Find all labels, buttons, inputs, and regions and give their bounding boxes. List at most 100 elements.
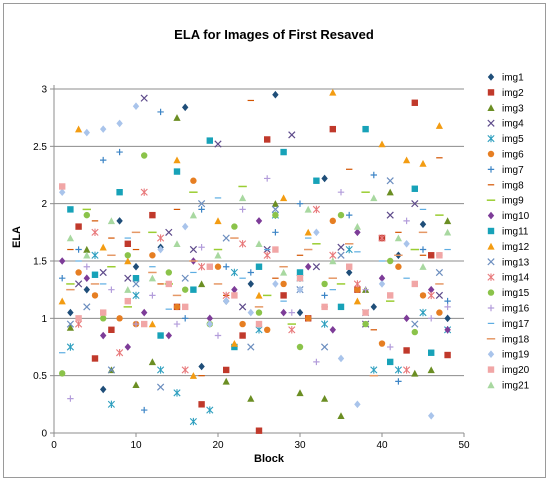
data-point-img19 xyxy=(403,240,410,248)
data-point-img11 xyxy=(132,275,140,282)
data-point-img14 xyxy=(198,263,206,271)
data-point-img10 xyxy=(305,262,312,271)
data-point-img12 xyxy=(148,320,156,328)
data-point-img15 xyxy=(255,309,263,316)
legend-marker xyxy=(487,381,495,389)
data-point-img19 xyxy=(337,354,345,363)
data-point-img19 xyxy=(83,128,90,137)
series-img18 xyxy=(66,231,444,377)
data-point-img3 xyxy=(247,395,255,402)
y-tick-label: 3 xyxy=(41,85,47,96)
data-point-img11 xyxy=(157,332,164,339)
legend-label: img14 xyxy=(502,273,530,284)
data-point-img21 xyxy=(107,217,115,225)
data-point-img20 xyxy=(272,246,279,253)
data-point-img20 xyxy=(321,303,328,311)
legend: img1 img2 img3 img4 img5 img6 img7 img8 img9 img1… xyxy=(486,73,530,392)
data-point-img16 xyxy=(337,189,345,196)
data-point-img14 xyxy=(378,234,386,242)
data-point-img5 xyxy=(394,366,402,374)
data-point-img20 xyxy=(75,315,82,322)
data-point-img10 xyxy=(255,217,263,225)
data-point-img2 xyxy=(255,427,263,434)
data-point-img15 xyxy=(83,211,91,219)
data-point-img11 xyxy=(387,358,394,366)
legend-marker xyxy=(487,134,495,143)
tick-labels: 00.511.522.530 10 20 30 40 50 xyxy=(33,85,470,452)
data-point-img2 xyxy=(75,223,82,230)
series-img16 xyxy=(67,175,451,402)
data-point-img12 xyxy=(353,297,361,305)
data-point-img21 xyxy=(394,234,402,242)
data-point-img3 xyxy=(321,395,329,402)
x-axis-title: Block xyxy=(254,453,285,465)
data-point-img10 xyxy=(444,326,451,334)
data-point-img2 xyxy=(428,252,435,259)
data-point-img4 xyxy=(337,243,345,251)
data-point-img12 xyxy=(280,194,288,202)
data-point-img6 xyxy=(305,315,312,322)
data-point-img20 xyxy=(182,303,189,311)
legend-marker xyxy=(487,304,495,312)
data-point-img14 xyxy=(181,366,189,374)
data-point-img20 xyxy=(165,280,172,288)
data-point-img14 xyxy=(312,205,320,214)
data-point-img15 xyxy=(296,343,304,351)
data-point-img15 xyxy=(272,211,279,219)
data-point-img13 xyxy=(411,320,419,328)
data-point-img6 xyxy=(149,252,156,259)
data-point-img10 xyxy=(124,343,131,351)
data-point-img13 xyxy=(222,234,230,242)
data-point-img16 xyxy=(428,315,435,322)
legend-label: img15 xyxy=(502,288,530,299)
legend-label: img16 xyxy=(502,304,530,315)
data-point-img10 xyxy=(206,314,213,323)
data-point-img4 xyxy=(74,280,83,288)
x-tick-label: 50 xyxy=(458,440,470,451)
data-point-img21 xyxy=(444,228,452,236)
data-point-img13 xyxy=(66,320,75,328)
data-point-img7 xyxy=(198,206,205,213)
data-point-img4 xyxy=(124,274,132,282)
data-point-img4 xyxy=(312,263,321,271)
data-point-img20 xyxy=(411,280,418,288)
data-point-img11 xyxy=(255,263,263,270)
data-point-img16 xyxy=(173,320,181,328)
y-tick-label: 2.5 xyxy=(33,142,47,153)
legend-item-img2: img2 xyxy=(487,88,524,99)
data-point-img11 xyxy=(337,303,345,311)
data-point-img1 xyxy=(370,303,377,311)
data-point-img16 xyxy=(83,263,90,270)
data-point-img1 xyxy=(346,268,353,277)
data-point-img2 xyxy=(280,292,287,299)
data-point-img10 xyxy=(83,274,90,282)
data-point-img14 xyxy=(91,228,99,237)
data-point-img12 xyxy=(214,217,222,225)
data-point-img3 xyxy=(337,412,345,419)
data-point-img21 xyxy=(124,286,132,293)
legend-item-img3: img3 xyxy=(487,103,524,114)
data-point-img10 xyxy=(354,228,361,237)
data-point-img16 xyxy=(67,395,74,402)
data-point-img21 xyxy=(214,251,222,259)
data-point-img5 xyxy=(255,326,263,334)
data-point-img7 xyxy=(370,171,377,179)
data-point-img6 xyxy=(264,326,271,333)
data-point-img12 xyxy=(230,339,238,347)
data-point-img7 xyxy=(419,246,427,253)
legend-label: img7 xyxy=(502,165,524,176)
data-point-img11 xyxy=(296,269,304,276)
data-point-img10 xyxy=(59,257,66,265)
data-point-img21 xyxy=(370,194,378,202)
data-point-img6 xyxy=(116,315,123,322)
data-point-img7 xyxy=(321,292,328,299)
data-point-img2 xyxy=(403,347,410,354)
data-point-img6 xyxy=(239,320,246,328)
data-point-img10 xyxy=(141,308,148,317)
y-tick-label: 1 xyxy=(41,314,47,325)
series-img10 xyxy=(59,217,451,351)
data-point-img6 xyxy=(280,280,287,288)
data-point-img19 xyxy=(132,102,140,110)
data-point-img6 xyxy=(91,292,99,299)
data-point-img1 xyxy=(444,314,451,323)
